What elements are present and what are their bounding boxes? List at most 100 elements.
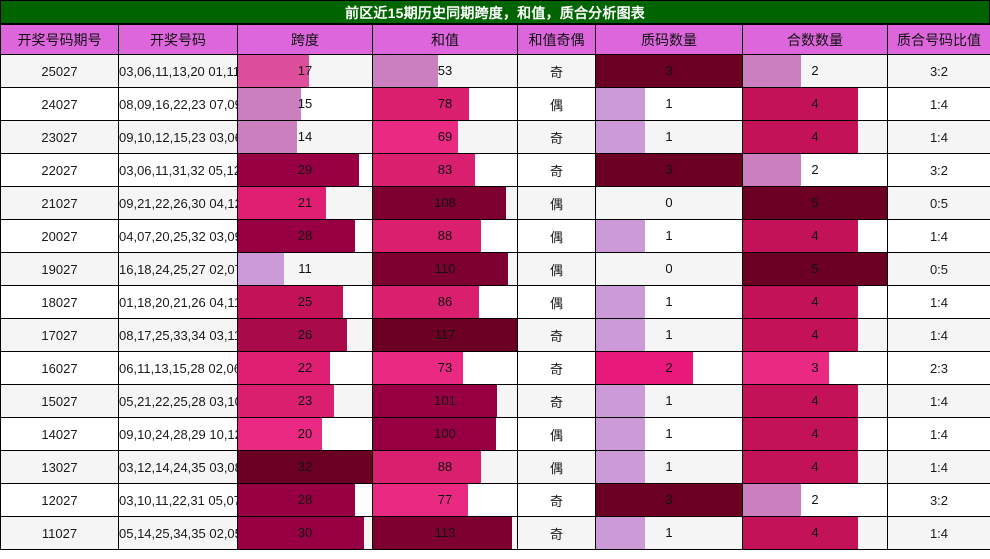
cell-value-issue: 17027 bbox=[41, 327, 78, 343]
cell-prime: 1 bbox=[595, 285, 743, 319]
cell-ratio: 3:2 bbox=[887, 54, 990, 88]
table-row[interactable]: 20027 04,07,20,25,32 03,09 28 88 偶 1 4 1:4 bbox=[0, 219, 990, 253]
cell-numbers: 09,10,12,15,23 03,06 bbox=[118, 120, 238, 154]
cell-value-composite: 4 bbox=[811, 294, 819, 309]
column-header-span[interactable]: 跨度 bbox=[237, 24, 373, 55]
cell-value-ratio: 1:4 bbox=[929, 393, 949, 409]
cell-issue: 17027 bbox=[0, 318, 119, 352]
cell-numbers: 05,21,22,25,28 03,10 bbox=[118, 384, 238, 418]
cell-value-prime: 1 bbox=[665, 459, 673, 474]
cell-value-composite: 3 bbox=[811, 360, 819, 375]
table-row[interactable]: 19027 16,18,24,25,27 02,07 11 110 偶 0 5 0:5 bbox=[0, 252, 990, 286]
column-header-prime[interactable]: 质码数量 bbox=[595, 24, 743, 55]
cell-value-composite: 4 bbox=[811, 459, 819, 474]
cell-value-prime: 1 bbox=[665, 129, 673, 144]
column-header-issue[interactable]: 开奖号码期号 bbox=[0, 24, 119, 55]
cell-value-numbers: 03,10,11,22,31 05,07 bbox=[119, 492, 238, 508]
cell-ratio: 1:4 bbox=[887, 417, 990, 451]
column-header-numbers[interactable]: 开奖号码 bbox=[118, 24, 238, 55]
cell-value-ratio: 3:2 bbox=[929, 63, 949, 79]
cell-numbers: 08,17,25,33,34 03,11 bbox=[118, 318, 238, 352]
analysis-table: 开奖号码期号 开奖号码 跨度 和值 和值奇偶 质码数量 合数数量 质合号码比值 25027 03… bbox=[0, 24, 990, 550]
cell-value-sum: 108 bbox=[434, 195, 456, 210]
cell-issue: 21027 bbox=[0, 186, 119, 220]
cell-composite: 4 bbox=[742, 120, 888, 154]
cell-value-ratio: 1:4 bbox=[929, 294, 949, 310]
cell-parity: 偶 bbox=[517, 219, 596, 253]
cell-ratio: 0:5 bbox=[887, 186, 990, 220]
cell-value-parity: 偶 bbox=[549, 262, 563, 278]
table-row[interactable]: 12027 03,10,11,22,31 05,07 28 77 奇 3 2 3:2 bbox=[0, 483, 990, 517]
cell-parity: 偶 bbox=[517, 285, 596, 319]
table-row[interactable]: 16027 06,11,13,15,28 02,06 22 73 奇 2 3 2:3 bbox=[0, 351, 990, 385]
table-head: 开奖号码期号 开奖号码 跨度 和值 和值奇偶 质码数量 合数数量 质合号码比值 bbox=[0, 24, 990, 55]
data-bar-prime bbox=[596, 154, 742, 186]
data-bar-sum bbox=[373, 484, 468, 516]
column-header-sum[interactable]: 和值 bbox=[372, 24, 518, 55]
data-bar-composite bbox=[743, 121, 859, 153]
cell-sum: 77 bbox=[372, 483, 518, 517]
cell-value-numbers: 09,10,12,15,23 03,06 bbox=[119, 129, 238, 145]
cell-value-ratio: 3:2 bbox=[929, 492, 949, 508]
cell-prime: 1 bbox=[595, 318, 743, 352]
data-bar-composite bbox=[743, 154, 801, 186]
table-row[interactable]: 22027 03,06,11,31,32 05,12 29 83 奇 3 2 3:2 bbox=[0, 153, 990, 187]
cell-value-span: 32 bbox=[297, 459, 313, 474]
data-bar-prime bbox=[596, 352, 694, 384]
cell-numbers: 16,18,24,25,27 02,07 bbox=[118, 252, 238, 286]
cell-value-sum: 78 bbox=[437, 96, 453, 111]
cell-value-parity: 奇 bbox=[549, 394, 563, 410]
cell-numbers: 08,09,16,22,23 07,09 bbox=[118, 87, 238, 121]
column-header-composite[interactable]: 合数数量 bbox=[742, 24, 888, 55]
cell-value-issue: 25027 bbox=[41, 63, 78, 79]
table-row[interactable]: 14027 09,10,24,28,29 10,12 20 100 偶 1 4 1:4 bbox=[0, 417, 990, 451]
cell-value-parity: 奇 bbox=[549, 526, 563, 542]
data-bar-span bbox=[238, 484, 356, 516]
cell-value-span: 30 bbox=[297, 525, 313, 540]
cell-issue: 14027 bbox=[0, 417, 119, 451]
cell-value-ratio: 0:5 bbox=[929, 195, 949, 211]
cell-parity: 奇 bbox=[517, 516, 596, 550]
cell-sum: 78 bbox=[372, 87, 518, 121]
cell-composite: 3 bbox=[742, 351, 888, 385]
table-row[interactable]: 24027 08,09,16,22,23 07,09 15 78 偶 1 4 1:4 bbox=[0, 87, 990, 121]
cell-span: 22 bbox=[237, 351, 373, 385]
data-bar-span bbox=[238, 286, 343, 318]
cell-ratio: 1:4 bbox=[887, 450, 990, 484]
data-bar-span bbox=[238, 451, 372, 483]
table-row[interactable]: 11027 05,14,25,34,35 02,05 30 113 奇 1 4 1:4 bbox=[0, 516, 990, 550]
cell-sum: 53 bbox=[372, 54, 518, 88]
cell-value-composite: 5 bbox=[811, 195, 819, 210]
cell-parity: 奇 bbox=[517, 483, 596, 517]
cell-prime: 1 bbox=[595, 516, 743, 550]
cell-value-issue: 13027 bbox=[41, 459, 78, 475]
cell-value-sum: 88 bbox=[437, 228, 453, 243]
data-bar-composite bbox=[743, 484, 801, 516]
table-row[interactable]: 23027 09,10,12,15,23 03,06 14 69 奇 1 4 1:4 bbox=[0, 120, 990, 154]
data-bar-composite bbox=[743, 253, 887, 285]
cell-value-sum: 73 bbox=[437, 360, 453, 375]
cell-parity: 奇 bbox=[517, 153, 596, 187]
cell-value-prime: 2 bbox=[665, 360, 673, 375]
table-row[interactable]: 13027 03,12,14,24,35 03,08 32 88 偶 1 4 1:4 bbox=[0, 450, 990, 484]
table-row[interactable]: 25027 03,06,11,13,20 01,11 17 53 奇 3 2 3:2 bbox=[0, 54, 990, 88]
column-header-parity[interactable]: 和值奇偶 bbox=[517, 24, 596, 55]
column-header-label: 和值奇偶 bbox=[528, 31, 585, 48]
table-row[interactable]: 17027 08,17,25,33,34 03,11 26 117 奇 1 4 1:4 bbox=[0, 318, 990, 352]
cell-parity: 偶 bbox=[517, 186, 596, 220]
cell-parity: 偶 bbox=[517, 417, 596, 451]
cell-composite: 4 bbox=[742, 87, 888, 121]
cell-numbers: 05,14,25,34,35 02,05 bbox=[118, 516, 238, 550]
cell-parity: 偶 bbox=[517, 252, 596, 286]
cell-numbers: 06,11,13,15,28 02,06 bbox=[118, 351, 238, 385]
column-header-ratio[interactable]: 质合号码比值 bbox=[887, 24, 990, 55]
table-row[interactable]: 15027 05,21,22,25,28 03,10 23 101 奇 1 4 1:4 bbox=[0, 384, 990, 418]
cell-value-ratio: 1:4 bbox=[929, 525, 949, 541]
data-bar-prime bbox=[596, 55, 742, 87]
cell-value-parity: 奇 bbox=[549, 64, 563, 80]
data-bar-composite bbox=[743, 451, 859, 483]
cell-ratio: 1:4 bbox=[887, 219, 990, 253]
table-row[interactable]: 21027 09,21,22,26,30 04,12 21 108 偶 0 5 0:5 bbox=[0, 186, 990, 220]
table-row[interactable]: 18027 01,18,20,21,26 04,11 25 86 偶 1 4 1:4 bbox=[0, 285, 990, 319]
cell-value-parity: 奇 bbox=[549, 328, 563, 344]
